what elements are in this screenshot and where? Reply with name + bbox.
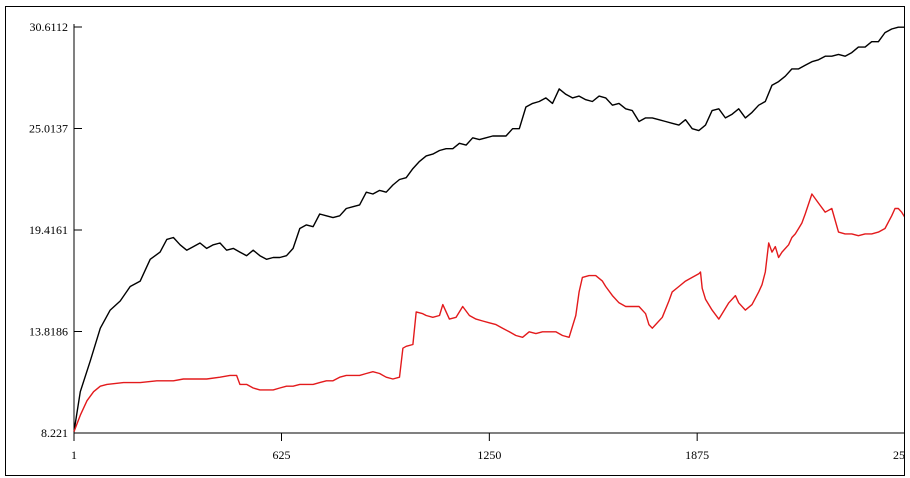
y-tick-label: 8.221 [41, 426, 68, 440]
line-chart: 8.221 13.8186 19.4161 25.0137 30.6112 1 625 125… [29, 20, 904, 462]
x-tick-label: 1 [71, 448, 77, 462]
x-tick-label: 1250 [477, 448, 501, 462]
series-line-1 [73, 26, 904, 432]
x-tick-label: 1875 [685, 448, 709, 462]
y-tick-label: 19.4161 [29, 223, 68, 237]
x-tick-label: 2500 [893, 448, 904, 462]
y-tick-label: 25.0137 [29, 121, 68, 135]
x-tick-label: 625 [273, 448, 291, 462]
chart-frame: 8.221 13.8186 19.4161 25.0137 30.6112 1 625 125… [5, 6, 905, 476]
y-tick-label: 13.8186 [29, 324, 68, 338]
series-line-2 [73, 193, 904, 432]
y-tick-label: 30.6112 [29, 20, 68, 34]
